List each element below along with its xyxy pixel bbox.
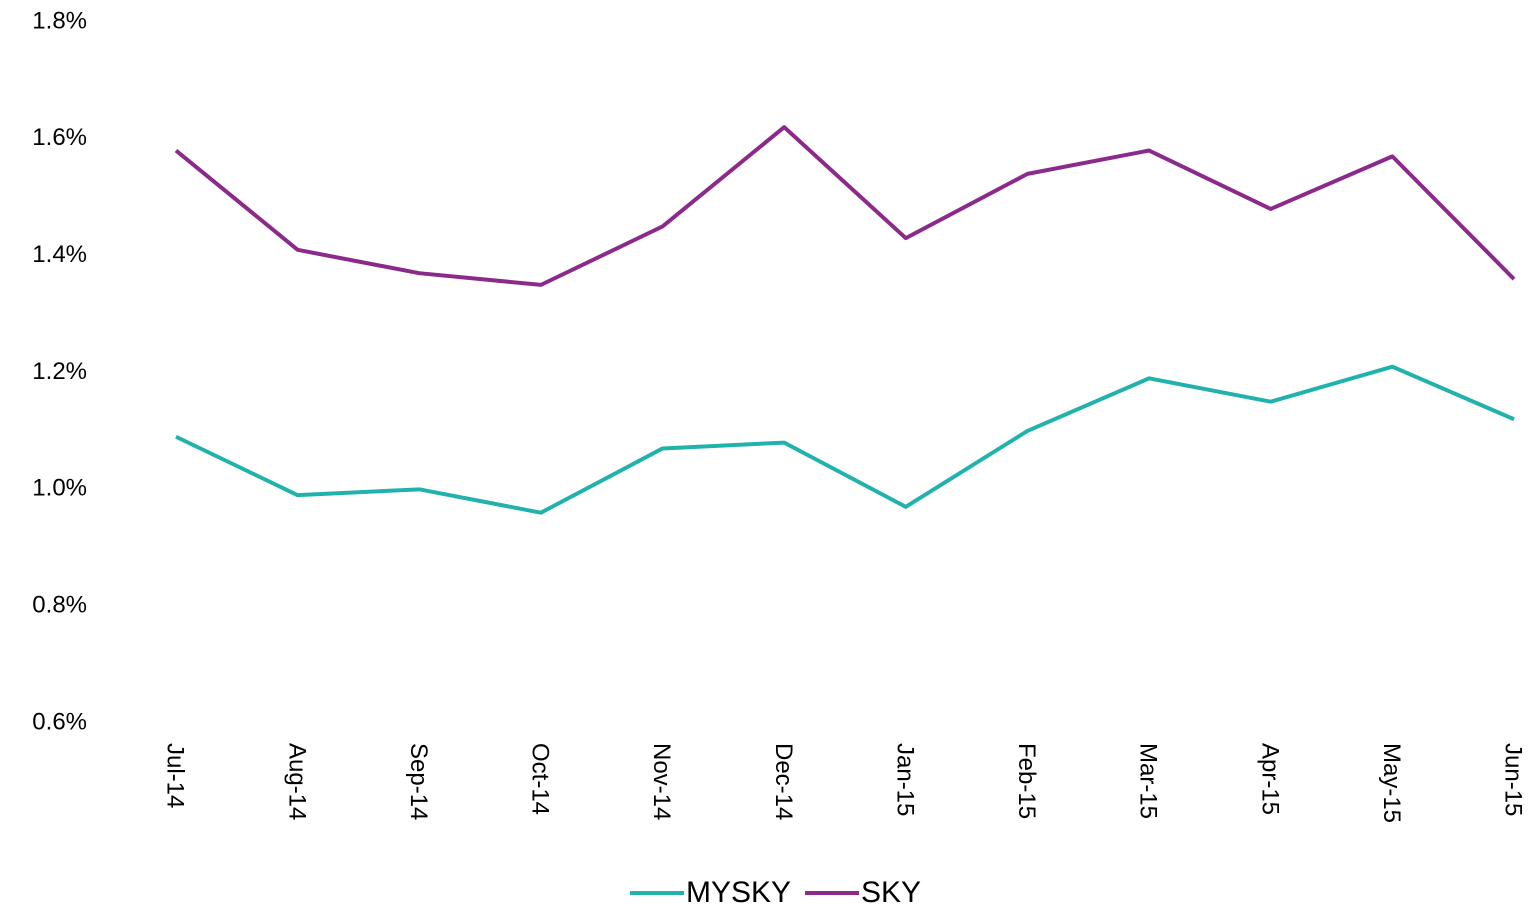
- x-tick-label: Mar-15: [1135, 743, 1162, 819]
- x-tick-label: Nov-14: [648, 743, 675, 820]
- x-tick-label: May-15: [1378, 743, 1405, 823]
- x-tick-label: Jun-15: [1500, 743, 1527, 816]
- x-tick-label: Jan-15: [891, 743, 918, 816]
- x-tick-label: Feb-15: [1013, 743, 1040, 819]
- x-tick-label: Aug-14: [283, 743, 310, 820]
- y-tick-label: 0.8%: [32, 592, 87, 619]
- y-tick-label: 1.6%: [32, 124, 87, 151]
- y-tick-label: 1.4%: [32, 241, 87, 268]
- line-series: [175, 364, 1515, 515]
- x-tick-label: Oct-14: [527, 743, 554, 815]
- x-tick-label: Sep-14: [405, 743, 432, 820]
- legend-label: MYSKY: [686, 876, 791, 909]
- legend-label: SKY: [861, 876, 921, 909]
- y-tick-label: 0.6%: [32, 708, 87, 735]
- x-tick-label: Jul-14: [162, 743, 189, 808]
- y-tick-label: 1.0%: [32, 475, 87, 502]
- y-tick-label: 1.2%: [32, 358, 87, 385]
- line-series: [174, 125, 1516, 287]
- x-tick-label: Apr-15: [1256, 743, 1283, 815]
- x-tick-label: Dec-14: [770, 743, 797, 820]
- y-tick-label: 1.8%: [32, 7, 87, 34]
